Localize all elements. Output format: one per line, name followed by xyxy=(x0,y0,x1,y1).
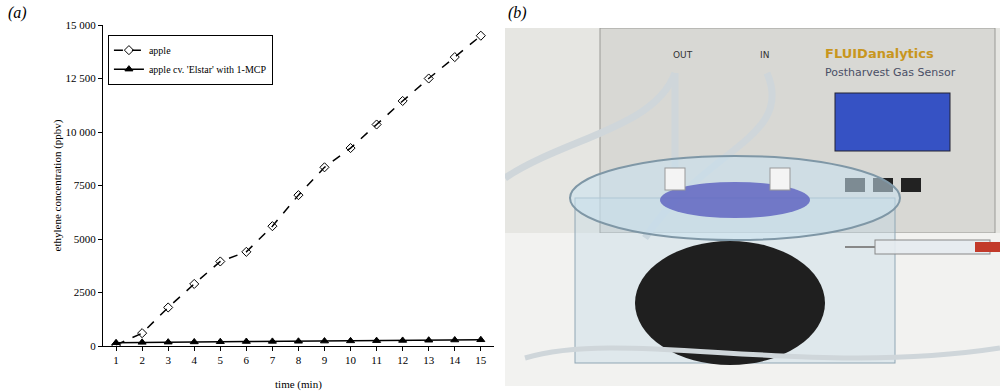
svg-text:4: 4 xyxy=(191,354,197,366)
svg-text:3: 3 xyxy=(165,354,171,366)
svg-text:time (min): time (min) xyxy=(275,378,322,391)
svg-text:12 500: 12 500 xyxy=(66,72,97,84)
svg-text:7500: 7500 xyxy=(74,179,97,191)
svg-text:OUT: OUT xyxy=(673,50,693,60)
svg-text:apple cv. 'Elstar' with 1-MCP: apple cv. 'Elstar' with 1-MCP xyxy=(149,64,267,75)
svg-text:FLUIDanalytics: FLUIDanalytics xyxy=(825,46,934,61)
html-text:(a): (a) xyxy=(8,4,27,21)
svg-text:13: 13 xyxy=(423,354,435,366)
svg-text:8: 8 xyxy=(296,354,302,366)
svg-text:15: 15 xyxy=(475,354,487,366)
html-text:(b): (b) xyxy=(508,4,527,21)
svg-text:1: 1 xyxy=(113,354,119,366)
svg-text:2: 2 xyxy=(139,354,145,366)
svg-text:15 000: 15 000 xyxy=(66,19,97,31)
svg-text:2500: 2500 xyxy=(74,286,97,298)
svg-text:14: 14 xyxy=(449,354,461,366)
svg-text:Postharvest Gas Sensor: Postharvest Gas Sensor xyxy=(825,66,956,79)
svg-text:10 000: 10 000 xyxy=(66,126,97,138)
svg-text:ethylene concentration (ppbv): ethylene concentration (ppbv) xyxy=(51,119,64,251)
svg-text:7: 7 xyxy=(270,354,276,366)
svg-text:IN: IN xyxy=(760,50,769,60)
svg-text:9: 9 xyxy=(322,354,328,366)
svg-text:12: 12 xyxy=(397,354,408,366)
svg-text:6: 6 xyxy=(244,354,250,366)
svg-text:10: 10 xyxy=(345,354,357,366)
svg-text:5000: 5000 xyxy=(74,233,97,245)
svg-text:11: 11 xyxy=(371,354,382,366)
svg-text:0: 0 xyxy=(90,340,96,352)
svg-text:5: 5 xyxy=(218,354,224,366)
svg-text:apple: apple xyxy=(149,45,171,56)
